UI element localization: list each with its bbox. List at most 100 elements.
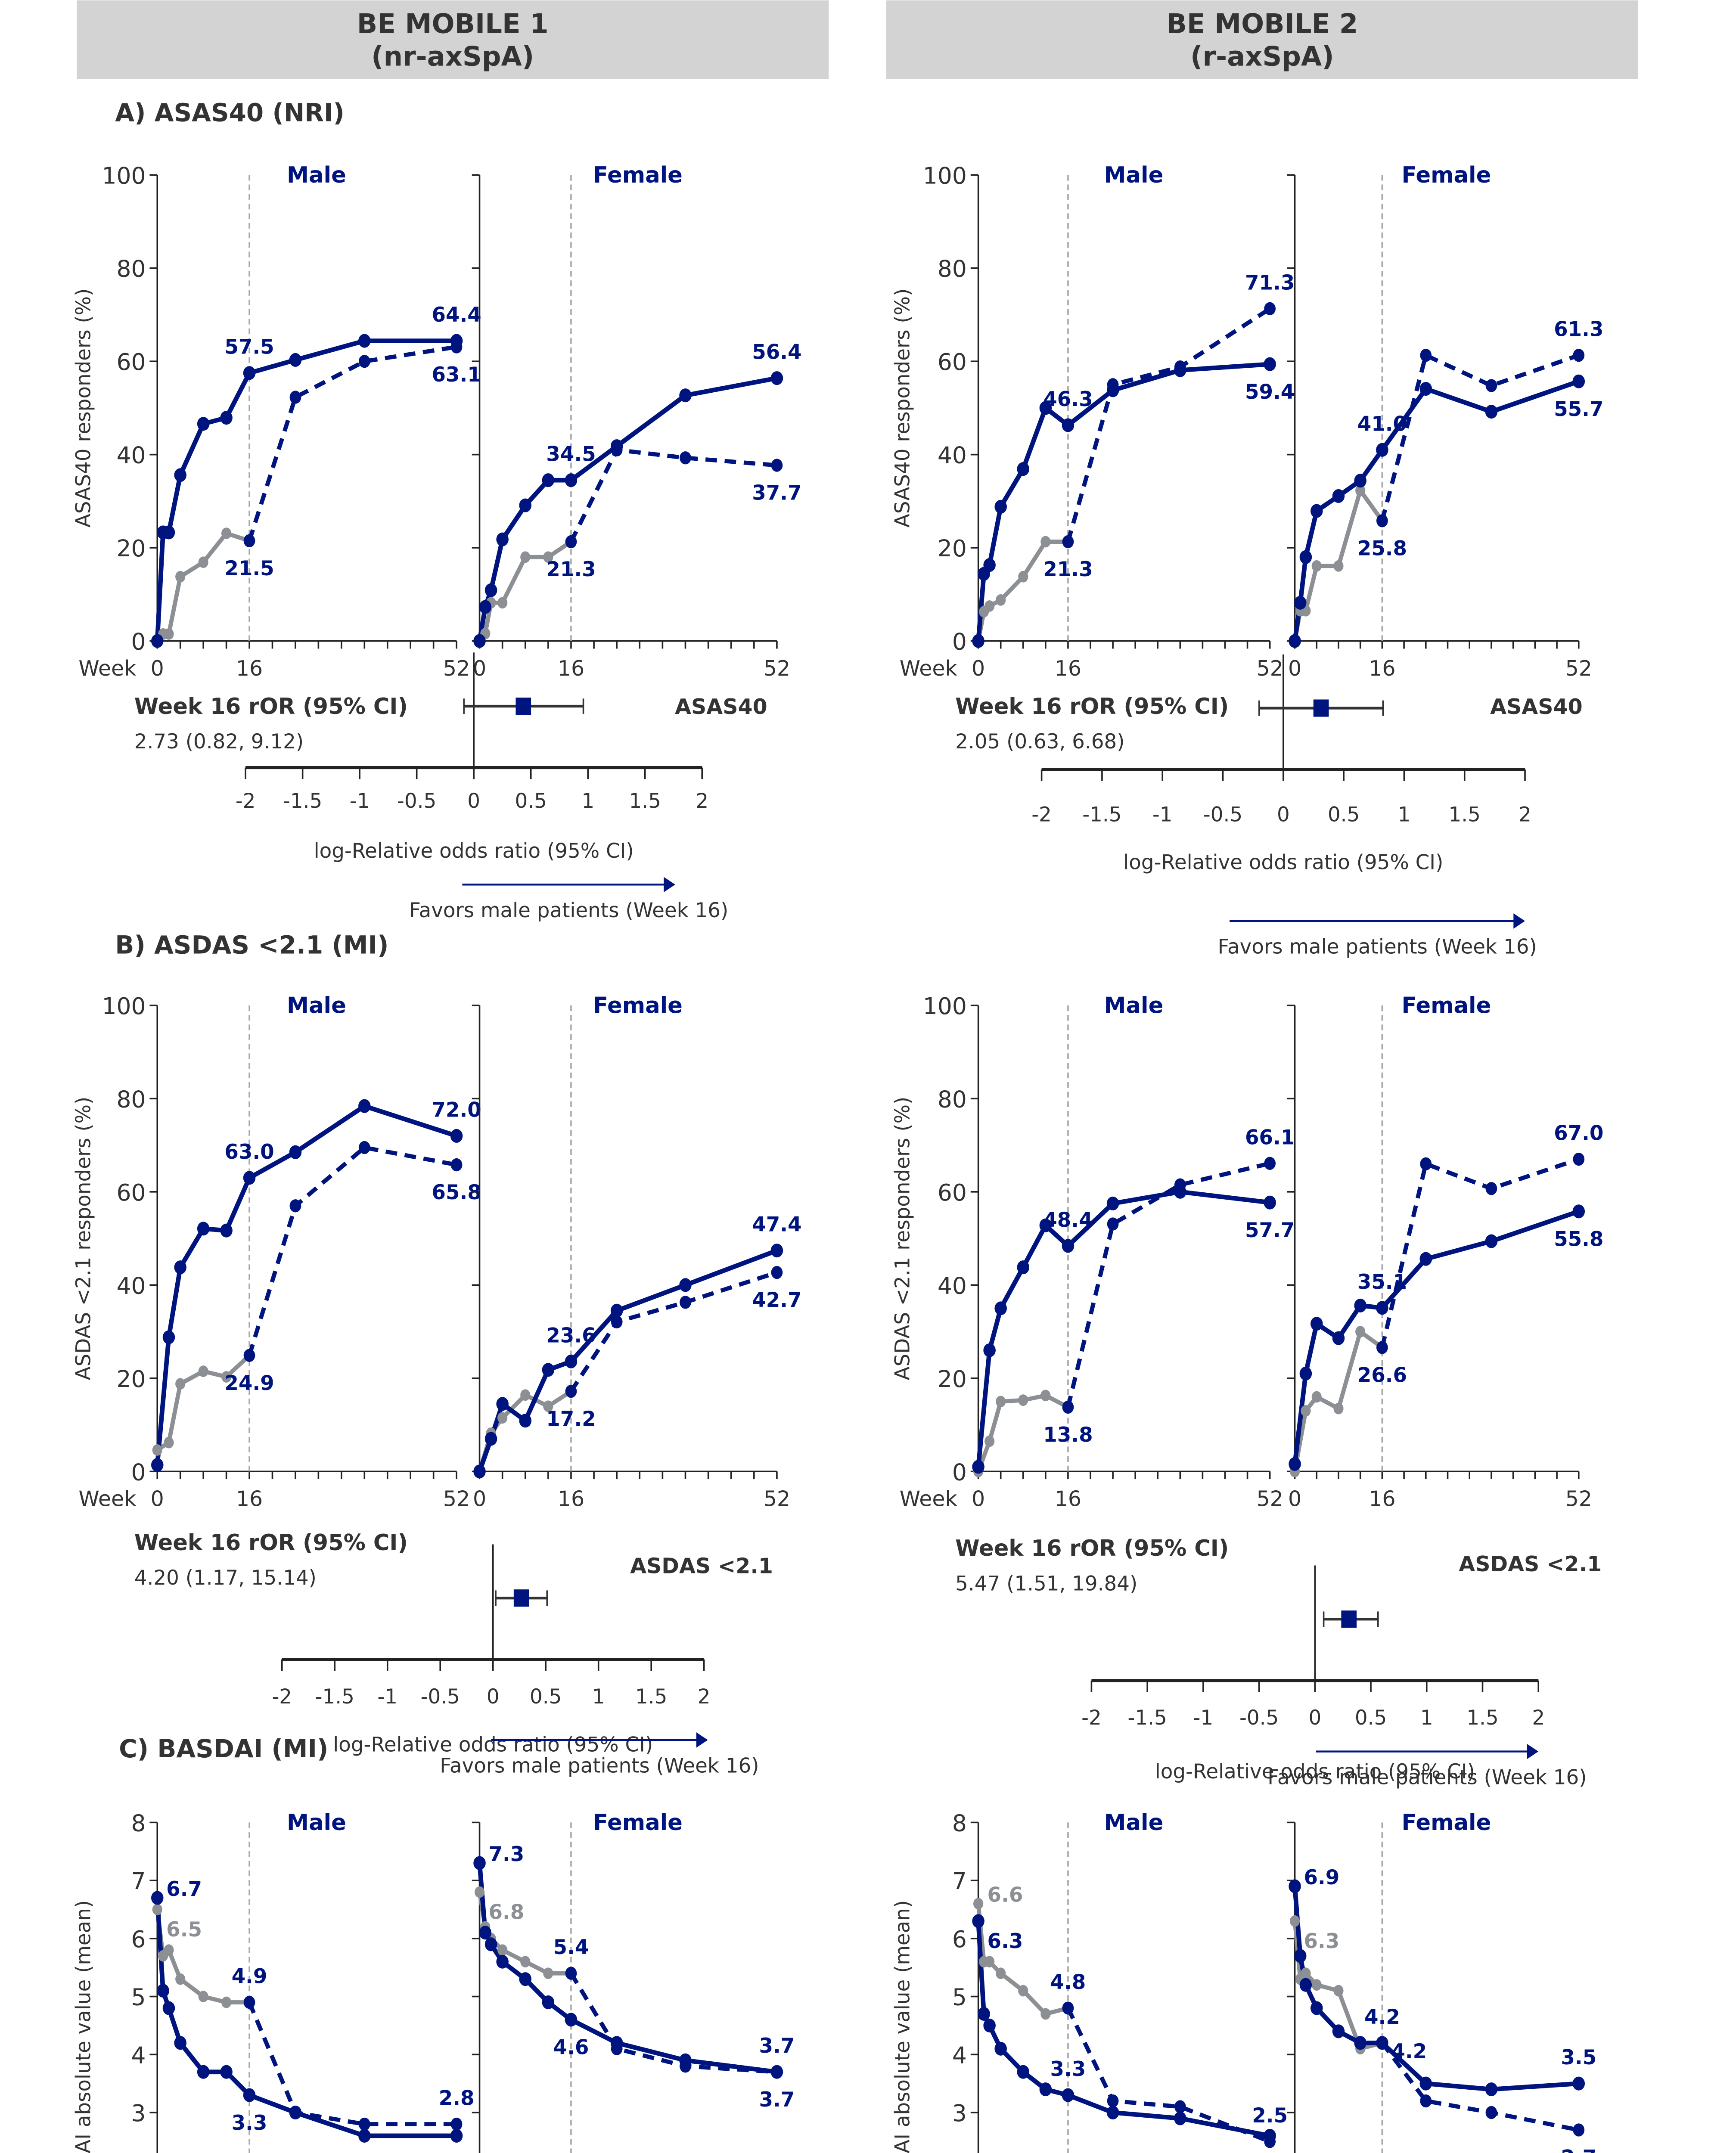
forest-tick-label: -1 <box>1152 803 1173 826</box>
placebo-series-line <box>1292 1328 1384 1472</box>
x-tick-label: 16 <box>1369 656 1395 681</box>
bkz-point <box>220 411 233 425</box>
switch-series-line <box>569 447 777 543</box>
bkz-point <box>610 439 623 453</box>
bkz-point <box>1039 1218 1052 1232</box>
bkz-point <box>994 1301 1007 1315</box>
bkz-point <box>197 2065 210 2079</box>
switch-point <box>1062 535 1074 549</box>
y-tick-label: 5 <box>131 1984 146 2011</box>
switch-point <box>243 534 255 548</box>
data-label: 34.5 <box>546 443 596 466</box>
bkz-point <box>1376 2036 1388 2050</box>
bkz-point <box>679 2053 692 2067</box>
data-label: 3.3 <box>1050 2058 1086 2081</box>
bkz-point <box>1354 1298 1366 1312</box>
forest-tick-label: -2 <box>1031 803 1052 826</box>
bkz-point <box>1485 405 1498 419</box>
forest-estimate-marker <box>1313 699 1329 717</box>
bkz-point <box>496 1397 509 1411</box>
x-tick-label: 52 <box>764 1486 790 1511</box>
bkz-point <box>978 2007 990 2021</box>
bkz-point <box>1572 1204 1585 1219</box>
x-tick-label: 16 <box>558 1486 584 1511</box>
y-tick-label: 3 <box>952 2100 967 2127</box>
forest-estimate-text: 2.73 (0.82, 9.12) <box>134 730 304 754</box>
placebo-point <box>175 571 186 583</box>
y-tick-label: 40 <box>117 442 146 469</box>
y-tick-label: 5 <box>952 1984 967 2011</box>
switch-series-line <box>1066 307 1271 543</box>
y-tick-label: 0 <box>952 1458 967 1486</box>
forest-tick-label: -0.5 <box>1203 803 1242 826</box>
data-label: 6.9 <box>1304 1866 1339 1889</box>
y-tick-label: 20 <box>938 1365 967 1393</box>
placebo-point <box>520 551 531 563</box>
bkz-series-line <box>1292 379 1580 642</box>
y-tick-label: 100 <box>923 993 967 1020</box>
study-header-bg <box>77 0 829 79</box>
chart-panel-male: 0 20 40 60 80 100 0 16 52 Week Male 63.0 24.9 72.0 65.… <box>78 993 481 1511</box>
data-label: 3.3 <box>232 2112 267 2135</box>
data-label: 21.5 <box>224 557 274 580</box>
bkz-series-line <box>976 362 1270 642</box>
forest-tick-label: -0.5 <box>1239 1706 1279 1730</box>
bkz-point <box>243 2088 256 2102</box>
bkz-point <box>679 1278 692 1292</box>
forest-estimate-text: 2.05 (0.63, 6.68) <box>955 730 1124 754</box>
y-tick-label: 40 <box>938 442 967 469</box>
bkz-point <box>1106 2106 1119 2120</box>
bkz-point <box>162 1330 175 1344</box>
switch-point <box>1107 1217 1119 1231</box>
bkz-point <box>151 1458 164 1472</box>
switch-series-line <box>247 2001 457 2126</box>
bkz-point <box>450 1129 463 1143</box>
y-axis-title: ASDAS <2.1 responders (%) <box>72 1097 95 1381</box>
forest-tick-label: 2 <box>1532 1706 1545 1730</box>
chart-panel-female: 0 16 52 Female 35.1 26.6 67.0 55.8 <box>1287 993 1603 1511</box>
y-tick-label: 7 <box>131 1868 146 1895</box>
x-tick-label: 52 <box>1256 656 1283 681</box>
bkz-point <box>450 334 463 348</box>
x-tick-label: 16 <box>1055 1486 1081 1511</box>
placebo-point <box>543 1400 553 1412</box>
switch-point <box>289 1199 301 1213</box>
placebo-point <box>1311 1391 1322 1403</box>
data-label: 57.5 <box>224 336 274 359</box>
bkz-point <box>1264 357 1276 371</box>
study-header-title: BE MOBILE 1 <box>357 8 549 40</box>
y-axis-title: ASAS40 responders (%) <box>72 289 95 528</box>
forest-plot: Week 16 rOR (95% CI) 4.20 (1.17, 15.14) AS… <box>134 1530 773 1778</box>
placebo-point <box>1355 1326 1366 1337</box>
y-axis-title: ASAS40 responders (%) <box>891 289 914 528</box>
y-tick-label: 20 <box>938 535 967 562</box>
forest-tick-label: -1.5 <box>315 1685 354 1709</box>
x-tick-label: 0 <box>972 1486 985 1511</box>
bkz-series-line <box>976 1921 1270 2138</box>
bkz-point <box>972 634 984 648</box>
favors-label: Favors male patients (Week 16) <box>1267 1766 1587 1789</box>
forest-endpoint-label: ASDAS <2.1 <box>630 1554 773 1578</box>
switch-series-line <box>569 1972 777 2074</box>
data-label: 59.4 <box>1245 381 1295 404</box>
bkz-point <box>972 1914 984 1928</box>
bkz-point <box>496 532 509 546</box>
y-tick-label: 0 <box>952 628 967 655</box>
placebo-point <box>996 1967 1006 1979</box>
switch-point <box>1420 1157 1432 1171</box>
forest-endpoint-label: ASAS40 <box>1490 695 1583 719</box>
placebo-point <box>1040 1390 1051 1402</box>
bkz-point <box>1017 2065 1030 2079</box>
data-label: 55.8 <box>1554 1228 1603 1251</box>
forest-tick-label: -1 <box>377 1685 398 1709</box>
switch-point <box>450 1158 463 1172</box>
bkz-point <box>1062 418 1075 432</box>
bkz-point <box>174 1260 186 1275</box>
bkz-point <box>1017 462 1030 476</box>
forest-tick-label: 0 <box>487 1685 500 1709</box>
y-tick-label: 40 <box>938 1272 967 1299</box>
line-chart-be-mobile-1-0: ASAS40 responders (%) 0 20 40 60 80 100 0 16 52 We… <box>72 162 801 680</box>
switch-series-line <box>1380 1157 1580 1348</box>
bkz-point <box>162 2001 175 2015</box>
